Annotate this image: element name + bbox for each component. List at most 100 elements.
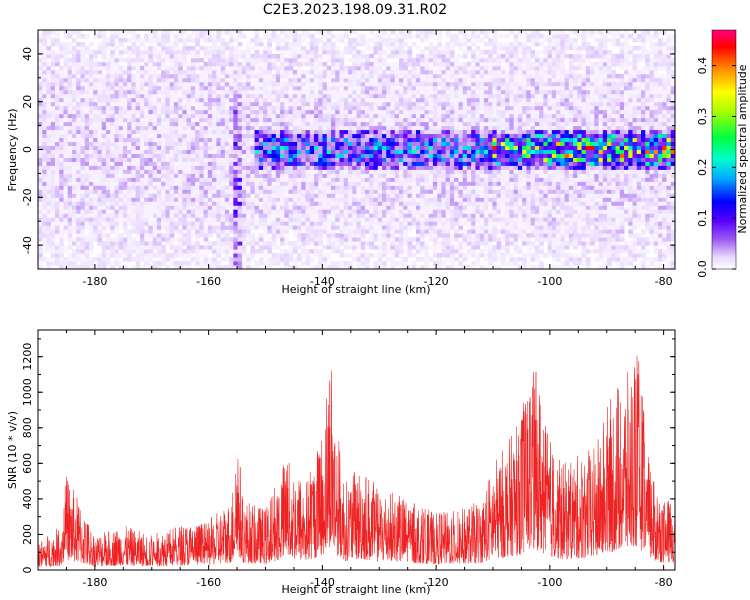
spectrogram-cell xyxy=(229,69,234,75)
spectrogram-cell xyxy=(114,45,120,51)
spectrogram-cell xyxy=(110,201,115,206)
spectrogram-cell xyxy=(267,201,273,206)
spectrogram-cell xyxy=(186,45,192,51)
spectrogram-cell xyxy=(339,125,345,131)
spectrogram-cell xyxy=(156,133,162,139)
spectrogram-cell xyxy=(309,221,315,226)
spectrogram-cell xyxy=(275,129,281,135)
spectrogram-cell xyxy=(377,213,383,218)
spectrogram-cell xyxy=(114,225,120,230)
spectrogram-cell xyxy=(288,265,294,269)
spectrogram-cell xyxy=(110,157,115,162)
spectrogram-cell xyxy=(195,181,200,186)
spectrogram-cell xyxy=(199,93,205,99)
spectrogram-cell xyxy=(415,201,421,206)
spectrogram-cell xyxy=(263,189,268,194)
spectrogram-cell xyxy=(50,173,56,178)
spectrogram-cell xyxy=(403,237,408,242)
spectrogram-cell xyxy=(165,229,171,234)
spectrogram-cell xyxy=(390,77,396,83)
spectrogram-cell xyxy=(280,197,285,202)
spectrogram-cell xyxy=(233,221,239,226)
spectrogram-cell xyxy=(258,57,264,63)
spectrogram-cell xyxy=(59,249,64,254)
spectrogram-cell xyxy=(101,245,107,250)
spectrogram-cell xyxy=(373,129,379,135)
spectrogram-cell xyxy=(114,149,120,154)
spectrogram-cell xyxy=(352,133,357,139)
spectrogram-cell xyxy=(127,145,132,150)
spectrogram-cell xyxy=(318,117,324,123)
spectrogram-cell xyxy=(297,177,302,182)
spectrogram-cell xyxy=(275,201,281,206)
spectrogram-cell xyxy=(352,185,357,190)
spectrogram-cell xyxy=(394,125,400,131)
spectrogram-cell xyxy=(199,125,205,131)
spectrogram-cell xyxy=(377,193,383,198)
spectrogram-cell xyxy=(156,213,162,218)
spectrogram-cell xyxy=(297,237,302,242)
spectrogram-cell xyxy=(203,101,209,107)
spectrogram-cell xyxy=(148,233,154,238)
spectrogram-cell xyxy=(207,149,213,154)
spectrogram-cell xyxy=(246,81,251,87)
spectrogram-cell xyxy=(156,97,162,103)
spectrogram-cell xyxy=(38,233,43,238)
spectrogram-cell xyxy=(59,49,64,55)
spectrogram-cell xyxy=(42,241,47,246)
spectrogram-cell xyxy=(80,181,86,186)
spectrogram-cell xyxy=(105,113,111,119)
spectrogram-cell xyxy=(161,117,166,123)
spectrogram-cell xyxy=(118,57,124,63)
spectrogram-cell xyxy=(161,237,166,242)
spectrogram-cell xyxy=(156,181,162,186)
spectrogram-cell xyxy=(403,145,408,150)
spectrogram-cell xyxy=(356,113,362,119)
spectrogram-cell xyxy=(169,185,175,190)
spectrogram-cell xyxy=(173,105,179,111)
spectrogram-cell xyxy=(297,221,302,226)
spectrogram-cell xyxy=(343,201,349,206)
spectrogram-cell xyxy=(301,209,307,214)
spectrogram-cell xyxy=(360,225,366,230)
spectrogram-cell xyxy=(195,261,200,266)
spectrogram-cell xyxy=(246,117,251,123)
spectrogram-cell xyxy=(46,145,52,150)
spectrogram-cell xyxy=(241,117,247,123)
spectrogram-cell xyxy=(88,133,94,139)
spectrogram-cell xyxy=(105,105,111,111)
spectrogram-cell xyxy=(63,125,69,131)
spectrogram-cell xyxy=(93,97,98,103)
spectrogram-cell xyxy=(348,77,353,83)
spectrogram-cell xyxy=(305,145,311,150)
spectrogram-cell xyxy=(212,49,217,55)
spectrogram-cell xyxy=(84,113,90,119)
spectrogram-cell xyxy=(394,245,400,250)
spectrogram-cell xyxy=(54,205,60,210)
spectrogram-cell xyxy=(161,101,166,107)
spectrogram-cell xyxy=(71,181,77,186)
spectrogram-cell xyxy=(322,193,328,198)
spectrogram-cell xyxy=(356,173,362,178)
spectrogram-cell xyxy=(88,241,94,246)
spectrogram-cell xyxy=(267,181,273,186)
spectrogram-cell xyxy=(88,185,94,190)
spectrogram-cell xyxy=(186,205,192,210)
spectrogram-cell xyxy=(331,49,336,55)
spectrogram-cell xyxy=(288,81,294,87)
spectrogram-cell xyxy=(360,237,366,242)
spectrogram-cell xyxy=(148,245,154,250)
spectrogram-cell xyxy=(267,93,273,99)
spectrogram-cell xyxy=(280,53,285,59)
spectrogram-cell xyxy=(411,145,417,150)
spectrogram-cell xyxy=(148,249,154,254)
spectrogram-cell xyxy=(88,105,94,111)
spectrogram-cell xyxy=(280,261,285,266)
spectrogram-cell xyxy=(339,89,345,95)
spectrogram-cell xyxy=(352,221,357,226)
spectrogram-cell xyxy=(322,81,328,87)
spectrogram-cell xyxy=(139,101,145,107)
spectrogram-cell xyxy=(216,65,222,71)
spectrogram-cell xyxy=(373,165,379,170)
spectrogram-cell xyxy=(305,221,311,226)
